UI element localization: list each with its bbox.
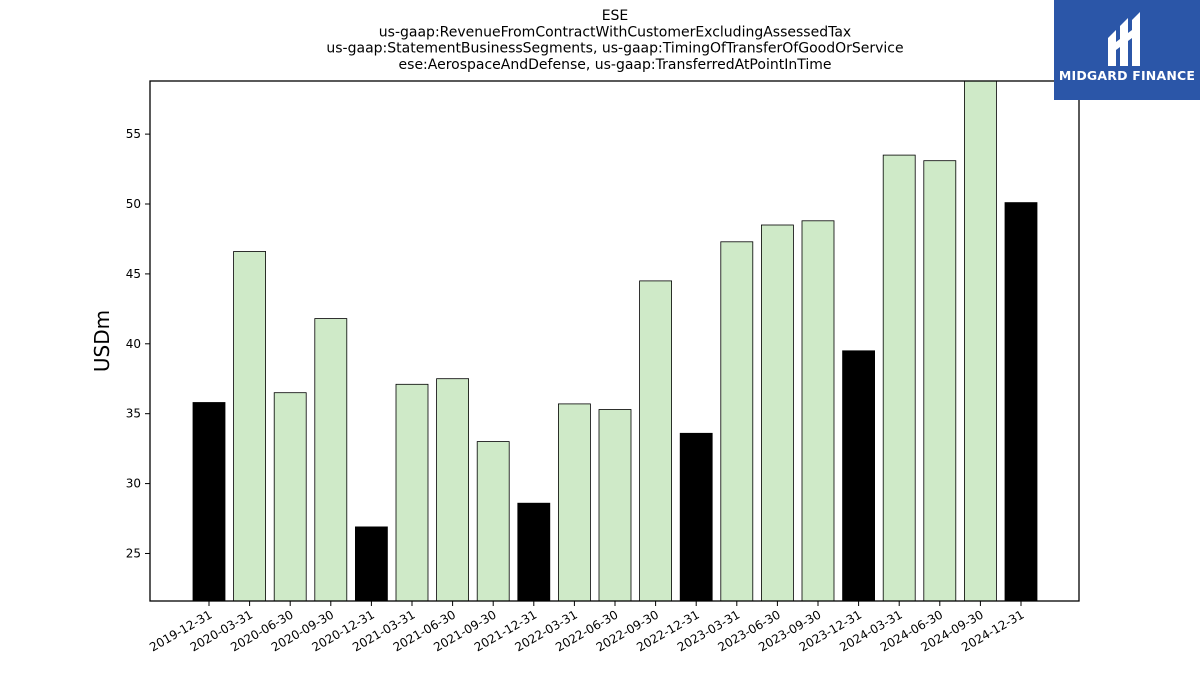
bar-2021-03-31 [395, 383, 429, 602]
chart-title-line: us-gaap:StatementBusinessSegments, us-ga… [326, 41, 903, 57]
bar-2024-03-31 [882, 154, 916, 602]
y-axis-label: USDm [90, 310, 114, 372]
midgard-logo-icon [1108, 12, 1140, 66]
bar-2021-12-31 [517, 502, 551, 602]
bar-2024-12-31 [1004, 202, 1038, 602]
y-tick-label: 55 [126, 127, 141, 141]
bar-2020-06-30 [273, 392, 307, 602]
y-tick-label: 45 [126, 267, 141, 281]
bar-2020-09-30 [314, 318, 348, 602]
bar-2023-06-30 [761, 224, 794, 602]
bar-2021-09-30 [476, 441, 510, 602]
bar-2019-12-31 [192, 402, 226, 602]
y-tick-label: 40 [126, 337, 141, 351]
bar-2020-03-31 [233, 251, 267, 602]
midgard-finance-logo: MIDGARD FINANCE [1054, 0, 1200, 100]
y-tick-label: 50 [126, 197, 141, 211]
chart-title: ESEus-gaap:RevenueFromContractWithCustom… [326, 8, 903, 73]
y-tick-label: 30 [126, 477, 141, 491]
chart-title-line: ESE [602, 8, 629, 24]
y-tick-label: 35 [126, 407, 141, 421]
bar-2022-12-31 [679, 432, 713, 602]
bar-2022-03-31 [558, 403, 591, 602]
bars-group [192, 80, 1038, 602]
y-axis: 25 30 35 40 45 50 55 [126, 127, 150, 560]
chart-title-line: ese:AerospaceAndDefense, us-gaap:Transfe… [399, 57, 832, 73]
bar-2021-06-30 [436, 378, 470, 602]
bar-2022-09-30 [639, 280, 672, 602]
bar-2023-03-31 [720, 241, 754, 602]
bar-2024-09-30 [964, 80, 997, 602]
bar-2020-12-31 [354, 526, 388, 602]
bar-2022-06-30 [598, 409, 632, 602]
x-axis: 2019-12-312020-03-312020-06-302020-09-30… [147, 601, 1027, 654]
chart-title-line: us-gaap:RevenueFromContractWithCustomerE… [379, 24, 851, 40]
y-tick-label: 25 [126, 546, 141, 560]
bar-2023-09-30 [801, 220, 835, 602]
logo-text: MIDGARD FINANCE [1058, 68, 1196, 83]
bar-2024-06-30 [923, 160, 957, 602]
bar-2023-12-31 [842, 350, 875, 602]
